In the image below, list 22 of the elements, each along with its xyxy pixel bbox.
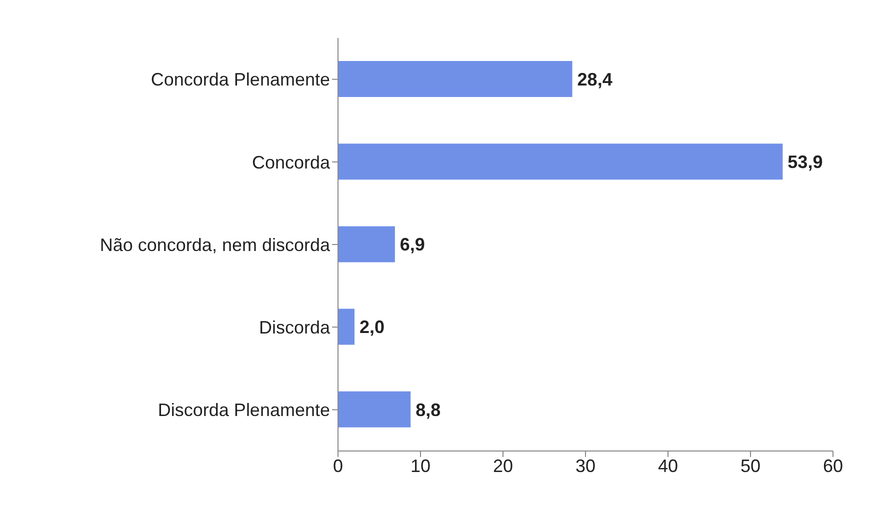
data-label: 53,9 xyxy=(788,152,823,172)
y-tick-label: Concorda xyxy=(252,152,331,172)
bar xyxy=(338,226,395,262)
bar xyxy=(338,308,354,345)
bar xyxy=(338,144,783,180)
y-tick-label: Não concorda, nem discorda xyxy=(100,234,331,255)
x-tick-label: 60 xyxy=(822,456,844,476)
y-tick-label: Concorda Plenamente xyxy=(150,70,330,90)
data-label: 28,4 xyxy=(577,69,612,90)
bar xyxy=(338,391,411,428)
x-tick-label: 20 xyxy=(492,456,514,476)
y-tick-label: Discorda Plenamente xyxy=(158,400,330,420)
x-tick-label: 40 xyxy=(658,456,678,476)
data-label: 6,9 xyxy=(400,234,425,255)
y-tick-label: Discorda xyxy=(258,317,331,338)
x-tick-label: 10 xyxy=(410,456,431,476)
bar xyxy=(338,61,572,97)
x-tick-label: 50 xyxy=(740,456,761,476)
x-tick-label: 30 xyxy=(575,456,596,476)
data-label: 8,8 xyxy=(416,400,441,420)
x-tick-label: 0 xyxy=(332,456,344,476)
data-label: 2,0 xyxy=(360,317,385,338)
